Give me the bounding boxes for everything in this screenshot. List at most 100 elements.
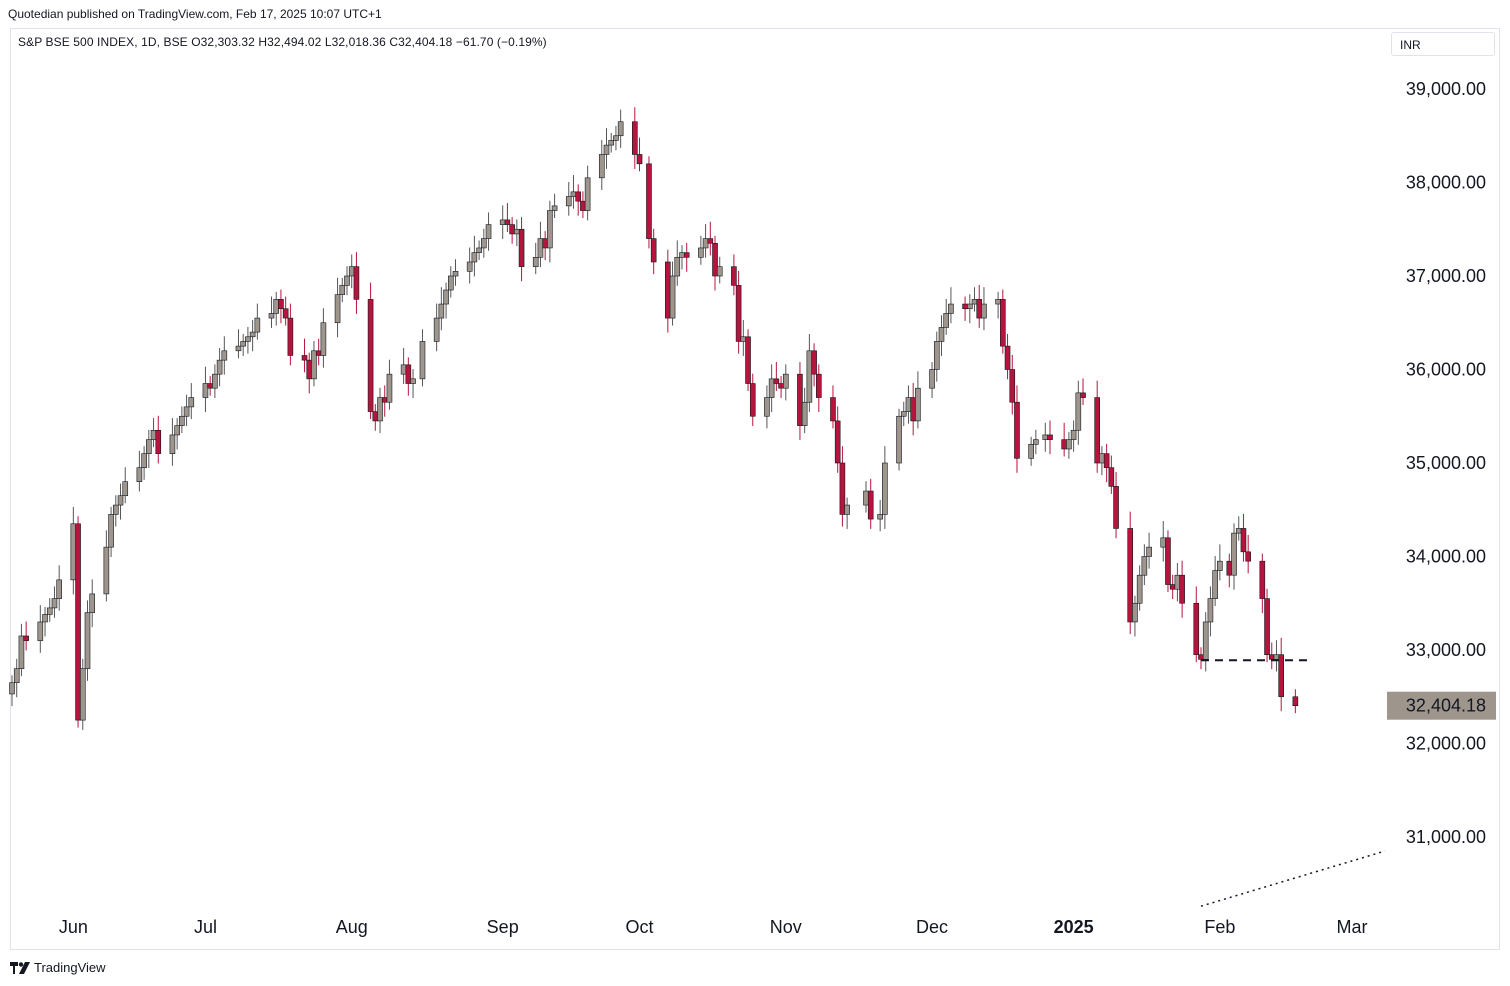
candle-body — [1004, 345, 1011, 370]
candle-body — [1174, 574, 1181, 590]
candle-body — [773, 378, 780, 384]
candle-body — [377, 397, 383, 422]
candle-body — [844, 504, 850, 515]
candle-body — [141, 453, 147, 468]
candle-body — [447, 275, 454, 291]
candle-body — [608, 140, 615, 146]
candle-body — [1212, 570, 1218, 599]
candle-body — [344, 275, 350, 286]
candle-body — [410, 378, 416, 384]
tradingview-brand[interactable]: TradingView — [10, 960, 106, 975]
candle-body — [372, 411, 379, 422]
tradingview-logo-icon — [10, 961, 30, 974]
y-tick-label: 35,000.00 — [1406, 453, 1486, 473]
candle-body — [679, 252, 685, 258]
candle-body — [240, 341, 246, 347]
candle-body — [1014, 401, 1020, 459]
candle-body — [646, 163, 652, 239]
candle-body — [683, 252, 690, 258]
candle-body — [1141, 556, 1148, 576]
candle-body — [1094, 397, 1100, 464]
last-price-label: 32,404.18 — [1406, 696, 1486, 716]
candle-body — [830, 397, 836, 422]
candle-body — [419, 341, 426, 380]
candle-body — [1217, 560, 1223, 571]
candle-body — [806, 350, 813, 403]
candle-body — [575, 191, 581, 202]
candle-body — [584, 177, 591, 211]
candle-body — [782, 373, 789, 389]
candle-body — [740, 336, 747, 342]
candle-body — [707, 238, 714, 244]
candle-body — [13, 668, 20, 684]
last-price-marker: 32,404.18 — [1387, 691, 1496, 720]
candle-body — [113, 504, 119, 515]
candle-body — [1259, 560, 1266, 599]
last-price-badge — [1387, 691, 1496, 720]
candle-body — [565, 196, 572, 207]
candle-body — [1245, 551, 1251, 562]
candle-body — [674, 256, 681, 277]
candle-body — [532, 256, 539, 267]
brand-label: TradingView — [34, 960, 106, 975]
candle-body — [1009, 369, 1016, 403]
candle-body — [547, 210, 553, 249]
candle-body — [735, 285, 742, 342]
candle-body — [882, 462, 888, 515]
trend-line — [1200, 850, 1386, 907]
candle-body — [339, 285, 346, 296]
candle-body — [650, 238, 657, 263]
candles-layer — [9, 107, 1299, 730]
x-tick-label: Oct — [626, 917, 654, 937]
candle-body — [1169, 584, 1176, 590]
candle-body — [56, 579, 62, 599]
candle-body — [900, 411, 907, 417]
candle-body — [481, 238, 487, 249]
candle-body — [768, 378, 775, 398]
y-tick-label: 38,000.00 — [1406, 173, 1486, 193]
candle-body — [1160, 537, 1167, 548]
candle-body — [877, 514, 883, 520]
candle-body — [386, 373, 393, 403]
candle-body — [334, 294, 341, 324]
candle-body — [617, 121, 624, 137]
candle-body — [1099, 453, 1105, 464]
candle-body — [1165, 537, 1171, 585]
candle-body — [103, 546, 110, 595]
candle-body — [1113, 486, 1119, 529]
candle-body — [235, 345, 242, 352]
candle-body — [1061, 439, 1067, 450]
candle-body — [188, 397, 195, 408]
candle-body — [816, 373, 822, 398]
candle-body — [51, 598, 58, 609]
candle-body — [542, 238, 548, 249]
x-axis: Jun Jul Aug Sep Oct Nov Dec 2025 Feb Mar — [59, 917, 1368, 937]
candle-body — [1033, 439, 1039, 445]
candle-body — [1273, 654, 1280, 660]
y-tick-label: 33,000.00 — [1406, 640, 1486, 660]
candle-body — [1066, 439, 1072, 450]
candle-body — [23, 635, 29, 641]
x-tick-label: Jun — [59, 917, 88, 937]
y-tick-label: 34,000.00 — [1406, 547, 1486, 567]
candle-body — [301, 355, 308, 361]
candle-body — [1193, 602, 1200, 655]
candle-body — [169, 434, 176, 454]
candle-body — [42, 614, 48, 623]
candle-body — [367, 299, 374, 412]
candle-body — [433, 317, 440, 342]
candle-body — [438, 303, 445, 319]
candle-body — [867, 490, 874, 520]
y-tick-label: 31,000.00 — [1406, 827, 1486, 847]
x-tick-label: Dec — [916, 917, 948, 937]
candle-body — [348, 266, 355, 277]
candle-body — [905, 397, 912, 412]
candle-body — [896, 415, 902, 464]
candle-body — [749, 383, 756, 417]
candle-body — [471, 252, 478, 263]
currency-selector[interactable]: INR — [1391, 32, 1495, 56]
candle-body — [75, 523, 81, 721]
candle-body — [1207, 598, 1214, 623]
candle-body — [1292, 696, 1299, 707]
